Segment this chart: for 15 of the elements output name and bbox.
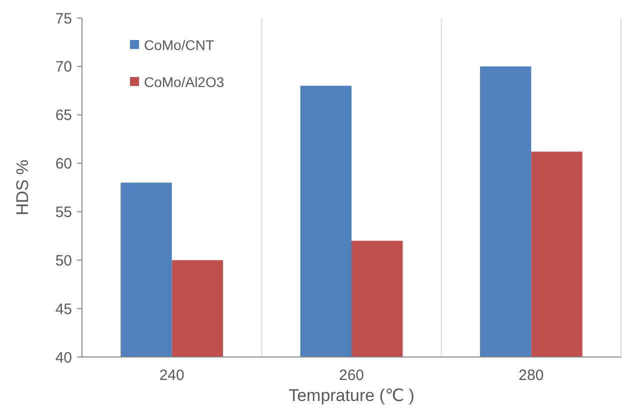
- y-tick-label: 65: [55, 107, 72, 124]
- legend-label: CoMo/CNT: [144, 36, 214, 53]
- y-tick-label: 50: [55, 252, 72, 270]
- y-tick-label: 60: [55, 156, 72, 173]
- x-axis-title: Temprature (℃ ): [288, 386, 414, 405]
- x-tick-label: 260: [338, 367, 364, 384]
- x-tick-label: 240: [159, 367, 184, 384]
- y-axis-title: HDS %: [13, 160, 32, 216]
- y-tick-label: 70: [55, 58, 72, 76]
- y-tick-label: 40: [55, 349, 72, 366]
- x-tick-label: 280: [518, 367, 544, 384]
- y-tick-label: 75: [55, 10, 72, 28]
- legend-label: CoMo/Al2O3: [144, 74, 224, 90]
- y-tick-label: 55: [55, 204, 72, 221]
- y-tick-label: 45: [55, 300, 72, 318]
